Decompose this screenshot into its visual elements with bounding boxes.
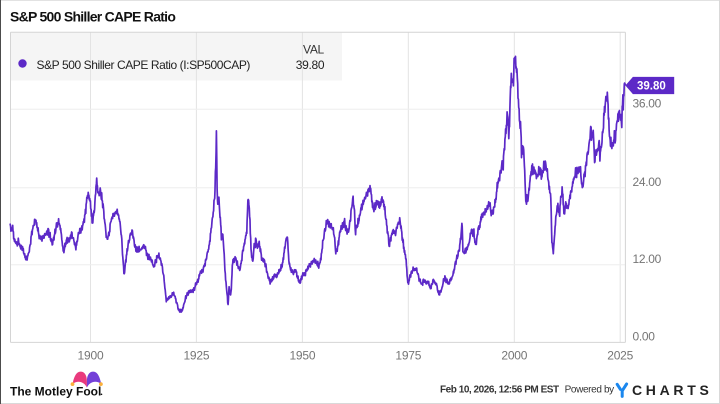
svg-text:2025: 2025 — [607, 348, 633, 362]
svg-text:Powered by: Powered by — [565, 385, 615, 396]
svg-text:VAL: VAL — [303, 42, 325, 56]
svg-text:S&P 500 Shiller CAPE Ratio (I:: S&P 500 Shiller CAPE Ratio (I:SP500CAP) — [37, 58, 251, 72]
svg-text:2000: 2000 — [501, 348, 527, 362]
svg-text:Feb 10, 2026, 12:56 PM EST: Feb 10, 2026, 12:56 PM EST — [440, 385, 559, 396]
svg-text:12.00: 12.00 — [633, 252, 662, 266]
svg-text:S&P 500 Shiller CAPE Ratio: S&P 500 Shiller CAPE Ratio — [10, 9, 175, 25]
svg-text:39.80: 39.80 — [296, 58, 325, 72]
svg-text:The Motley Fool: The Motley Fool — [10, 384, 101, 398]
svg-text:0.00: 0.00 — [633, 330, 656, 344]
svg-text:36.00: 36.00 — [633, 97, 662, 111]
svg-text:24.00: 24.00 — [633, 175, 662, 189]
svg-text:CHARTS: CHARTS — [632, 382, 713, 398]
svg-text:1925: 1925 — [183, 348, 209, 362]
svg-text:1900: 1900 — [78, 348, 104, 362]
svg-text:1975: 1975 — [395, 348, 421, 362]
svg-text:39.80: 39.80 — [637, 81, 666, 93]
svg-text:1950: 1950 — [289, 348, 315, 362]
